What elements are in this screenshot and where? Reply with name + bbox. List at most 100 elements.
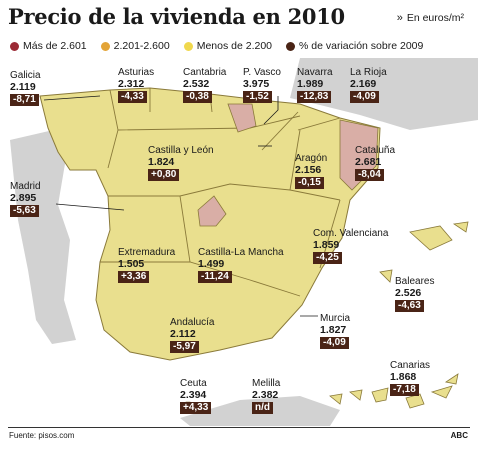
region-name: Castilla-La Mancha bbox=[198, 247, 284, 258]
legend-label-mid: 2.201-2.600 bbox=[113, 40, 170, 52]
chevron-right-icon: » bbox=[396, 12, 403, 24]
region-price: 1.868 bbox=[390, 370, 417, 383]
footer-divider bbox=[8, 427, 470, 428]
label-cantabria: Cantabria 2.532 -0,38 bbox=[183, 67, 226, 103]
region-price: 1.824 bbox=[148, 155, 175, 168]
region-name: Baleares bbox=[395, 276, 435, 287]
region-variation: +0,80 bbox=[148, 169, 180, 181]
region-name: Cataluña bbox=[355, 145, 396, 156]
region-name: Galicia bbox=[10, 70, 41, 81]
label-ceuta: Ceuta 2.394 +4,33 bbox=[180, 378, 212, 414]
label-castillalamancha: Castilla-La Mancha 1.499 -11,24 bbox=[198, 247, 284, 283]
region-price: 1.505 bbox=[118, 257, 145, 270]
portugal-shape bbox=[10, 128, 76, 344]
region-name: Cantabria bbox=[183, 67, 227, 78]
region-variation: -8,71 bbox=[10, 94, 39, 106]
pvasco-shape bbox=[227, 103, 257, 133]
region-variation: -11,24 bbox=[198, 271, 232, 283]
region-name: P. Vasco bbox=[243, 67, 281, 78]
legend: Más de 2.601 2.201-2.600 Menos de 2.200 … bbox=[10, 40, 423, 52]
region-variation: -4,63 bbox=[395, 300, 424, 312]
legend-label-variation: % de variación sobre 2009 bbox=[299, 40, 424, 52]
region-name: Madrid bbox=[10, 181, 41, 192]
region-price: 2.382 bbox=[252, 388, 279, 401]
canarias-shape bbox=[329, 373, 459, 409]
legend-label-high: Más de 2.601 bbox=[23, 40, 87, 52]
legend-swatch-low bbox=[183, 41, 193, 51]
region-variation: -12,83 bbox=[297, 91, 332, 103]
spain-map bbox=[10, 58, 478, 426]
label-asturias: Asturias 2.312 -4,33 bbox=[118, 67, 154, 103]
region-price: 2.312 bbox=[118, 77, 145, 90]
region-variation: -5,63 bbox=[10, 205, 39, 217]
region-variation: -5,97 bbox=[170, 341, 199, 353]
region-price: 2.532 bbox=[183, 77, 210, 90]
label-extremadura: Extremadura 1.505 +3,36 bbox=[118, 247, 175, 283]
region-price: 1.499 bbox=[198, 257, 225, 270]
region-variation: -4,09 bbox=[320, 337, 349, 349]
region-variation: n/d bbox=[252, 402, 273, 414]
label-baleares: Baleares 2.526 -4,63 bbox=[395, 276, 434, 312]
region-price: 2.112 bbox=[170, 327, 196, 340]
region-price: 1.989 bbox=[297, 77, 324, 90]
region-price: 1.859 bbox=[313, 238, 340, 251]
region-price: 2.394 bbox=[180, 388, 207, 401]
map-title: Precio de la vivienda en 2010 bbox=[8, 4, 345, 29]
region-name: Castilla y León bbox=[148, 145, 214, 156]
label-larioja: La Rioja 2.169 -4,09 bbox=[350, 67, 387, 103]
baleares-shape bbox=[379, 221, 469, 283]
region-name: Melilla bbox=[252, 378, 281, 389]
legend-item-mid: 2.201-2.600 bbox=[100, 40, 170, 52]
legend-item-variation: % de variación sobre 2009 bbox=[286, 40, 423, 52]
label-aragon: Aragón 2.156 -0,15 bbox=[295, 153, 327, 189]
legend-item-high: Más de 2.601 bbox=[10, 40, 87, 52]
label-cataluna: Cataluña 2.681 -8,04 bbox=[355, 145, 395, 181]
region-name: Aragón bbox=[295, 153, 328, 164]
region-name: Asturias bbox=[118, 67, 155, 78]
region-variation: +4,33 bbox=[180, 402, 212, 414]
region-variation: -8,04 bbox=[355, 169, 384, 181]
region-price: 2.156 bbox=[295, 163, 322, 176]
region-name: Canarias bbox=[390, 360, 431, 371]
region-price: 2.526 bbox=[395, 286, 422, 299]
region-name: Navarra bbox=[297, 67, 333, 78]
label-andalucia: Andalucía 2.112 -5,97 bbox=[170, 317, 214, 353]
region-variation: -1,52 bbox=[243, 91, 272, 103]
region-variation: -4,09 bbox=[350, 91, 379, 103]
unit-note: » En euros/m² bbox=[397, 12, 464, 24]
region-name: Murcia bbox=[320, 313, 351, 324]
label-galicia: Galicia 2.119 -8,71 bbox=[10, 70, 41, 106]
legend-label-low: Menos de 2.200 bbox=[196, 40, 273, 52]
region-price: 3.975 bbox=[243, 77, 270, 90]
source-note: Fuente: pisos.com bbox=[9, 431, 75, 440]
label-castillayleon: Castilla y León 1.824 +0,80 bbox=[148, 145, 214, 181]
region-price: 2.681 bbox=[355, 155, 382, 168]
label-navarra: Navarra 1.989 -12,83 bbox=[297, 67, 333, 103]
region-price: 2.895 bbox=[10, 191, 37, 204]
region-variation: -7,18 bbox=[390, 384, 419, 396]
region-price: 2.169 bbox=[350, 77, 377, 90]
label-comvalenciana: Com. Valenciana 1.859 -4,25 bbox=[313, 228, 388, 264]
label-melilla: Melilla 2.382 n/d bbox=[252, 378, 280, 414]
region-price: 1.827 bbox=[320, 323, 347, 336]
label-madrid: Madrid 2.895 -5,63 bbox=[10, 181, 41, 217]
region-name: La Rioja bbox=[350, 67, 387, 78]
label-canarias: Canarias 1.868 -7,18 bbox=[390, 360, 430, 396]
unit-label: En euros/m² bbox=[406, 12, 464, 24]
label-murcia: Murcia 1.827 -4,09 bbox=[320, 313, 350, 349]
region-name: Andalucía bbox=[170, 317, 215, 328]
region-variation: +3,36 bbox=[118, 271, 150, 283]
madrid-shape bbox=[197, 195, 227, 227]
region-price: 2.119 bbox=[10, 80, 36, 93]
legend-swatch-high bbox=[10, 41, 19, 51]
region-variation: -4,25 bbox=[313, 252, 342, 264]
region-variation: -4,33 bbox=[118, 91, 147, 103]
region-name: Ceuta bbox=[180, 378, 207, 389]
region-variation: -0,38 bbox=[183, 91, 212, 103]
region-variation: -0,15 bbox=[295, 177, 324, 189]
legend-item-low: Menos de 2.200 bbox=[183, 40, 273, 52]
label-pvasco: P. Vasco 3.975 -1,52 bbox=[243, 67, 281, 103]
legend-swatch-variation bbox=[286, 41, 296, 51]
france-shape bbox=[290, 58, 478, 130]
leader-lines bbox=[43, 95, 318, 317]
